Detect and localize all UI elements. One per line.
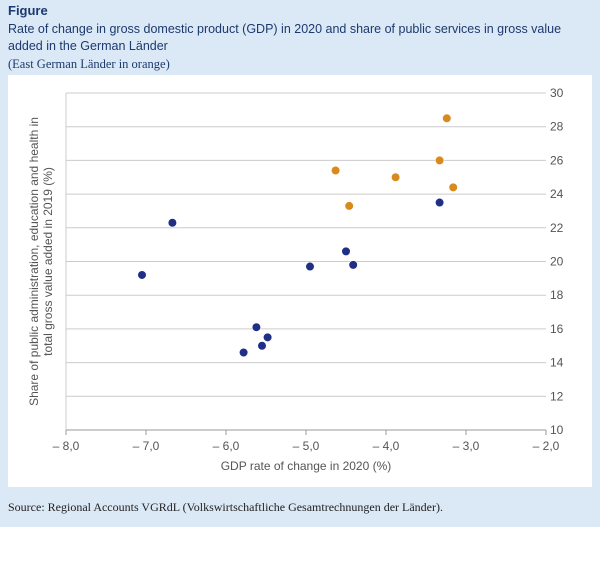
plot-area: 10 12 14 16 18 20 22 24 26 28 30 – 8,0– 7,0– 6,0– …: [8, 75, 592, 487]
y-tick-label: 26: [550, 153, 564, 167]
gridlines: [65, 92, 546, 431]
data-point-west: [257, 341, 267, 351]
x-tick-label: – 8,0: [53, 439, 80, 453]
y-tick-label: 18: [550, 288, 564, 302]
y-tick-label: 14: [550, 356, 564, 370]
y-tick-label: 20: [550, 255, 564, 269]
data-point-east: [435, 155, 445, 165]
data-point-west: [251, 322, 261, 332]
data-point-east: [331, 165, 341, 176]
y-axis-label-line2: total gross value added in 2019 (%): [41, 167, 55, 356]
data-point-west: [167, 218, 177, 228]
y-tick-label: 28: [550, 120, 564, 134]
y-axis-label-line1: Share of public administration, educatio…: [27, 117, 41, 406]
data-point-west: [239, 347, 249, 358]
x-tick-label: – 3,0: [453, 439, 480, 453]
data-point-east: [442, 113, 452, 123]
chart-subtitle: (East German Länder in orange): [8, 57, 170, 71]
y-tick-label: 24: [550, 187, 564, 201]
x-tick-label: – 7,0: [133, 439, 160, 453]
data-point-west: [341, 246, 351, 256]
data-point-west: [263, 332, 273, 342]
data-points: [137, 113, 458, 358]
y-tick-label: 10: [550, 423, 564, 437]
data-point-west: [137, 270, 147, 280]
data-point-east: [344, 201, 354, 211]
x-tick-label: – 6,0: [213, 439, 240, 453]
y-tick-label: 30: [550, 86, 564, 100]
x-tick-label: – 4,0: [373, 439, 400, 453]
figure-label: Figure: [8, 3, 48, 18]
data-point-west: [435, 197, 445, 208]
data-point-east: [448, 182, 458, 192]
y-tick-label: 12: [550, 389, 564, 403]
source-note: Source: Regional Accounts VGRdL (Volkswi…: [8, 500, 443, 514]
y-tick-label: 22: [550, 221, 564, 235]
x-tick-label: – 2,0: [533, 439, 560, 453]
x-tick-label: – 5,0: [293, 439, 320, 453]
x-axis: – 8,0 – 7,0 – 6,0 – 5,0 – 4,0 – 3,0 – 2,0: [53, 429, 560, 453]
data-point-west: [305, 261, 315, 272]
figure-panel: Figure Rate of change in gross domestic …: [0, 0, 600, 527]
chart-title: Rate of change in gross domestic product…: [8, 22, 562, 53]
data-point-west: [348, 260, 358, 270]
y-axis: 10 12 14 16 18 20 22 24 26 28 30: [550, 86, 564, 437]
data-point-east: [391, 172, 401, 182]
y-tick-label: 16: [550, 322, 564, 336]
x-axis-label: GDP rate of change in 2020 (%): [221, 459, 392, 473]
